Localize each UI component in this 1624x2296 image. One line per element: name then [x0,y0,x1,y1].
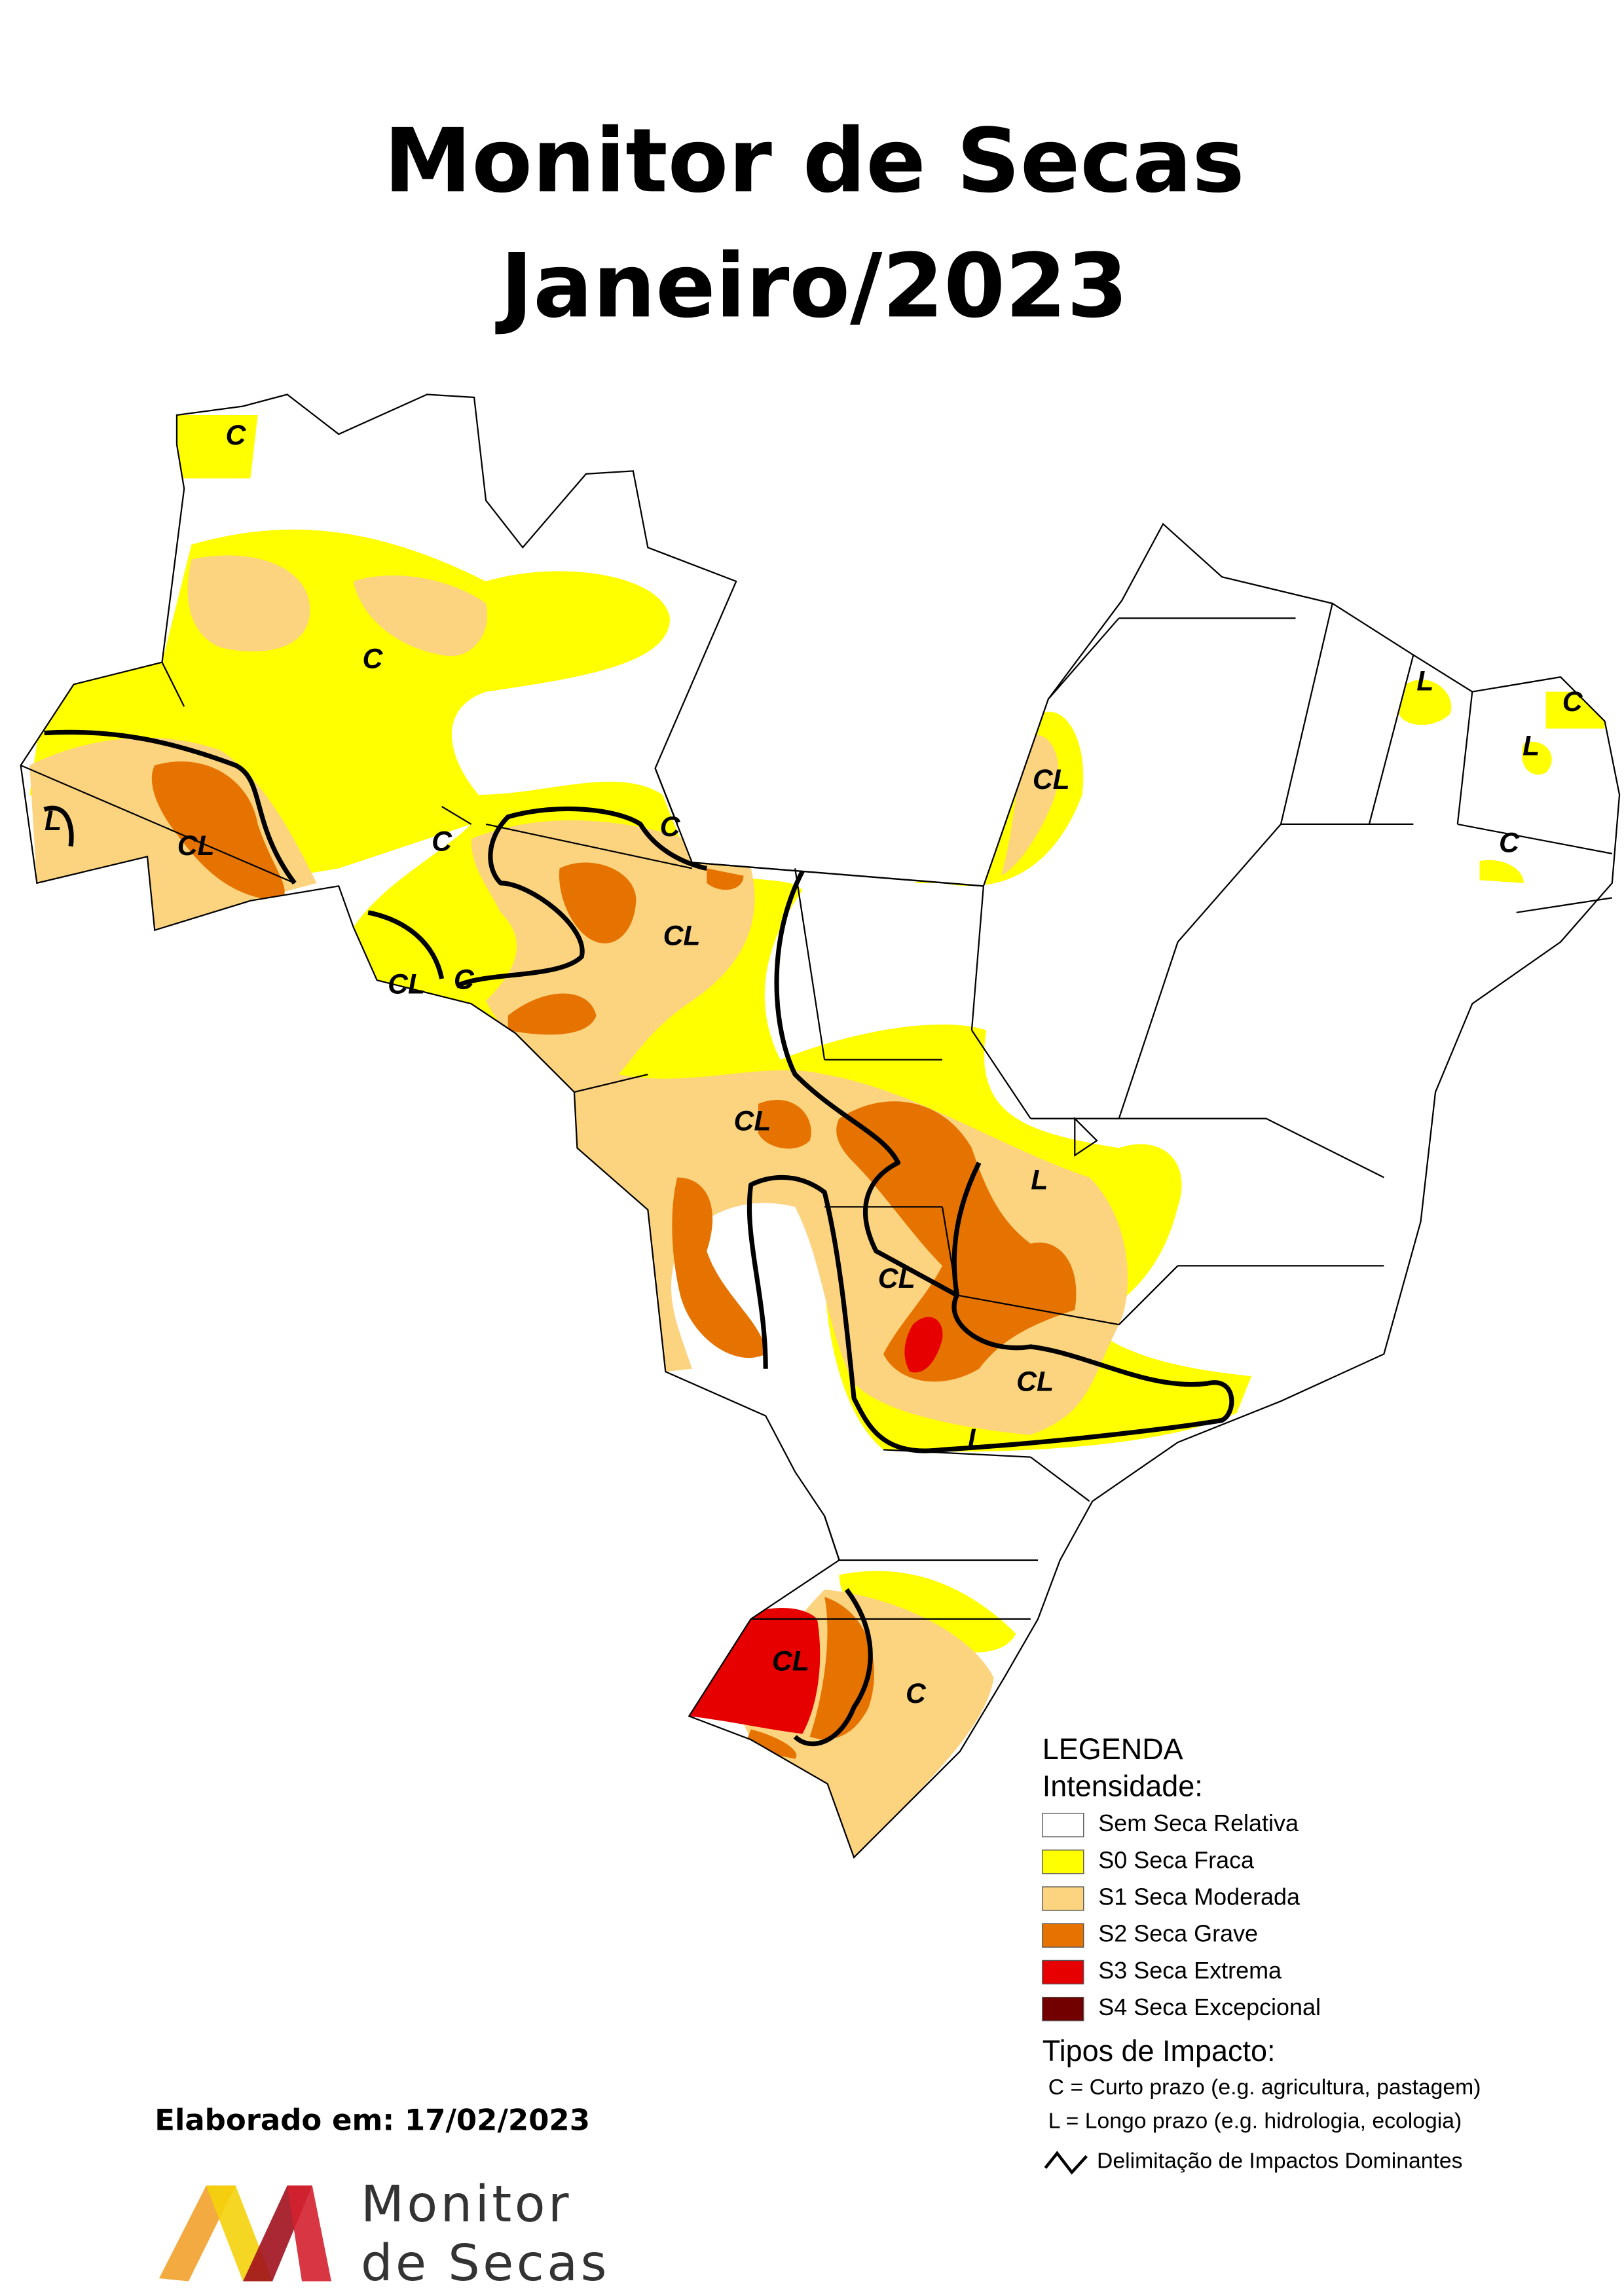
impact-label: CL [1033,764,1070,795]
drought-area [839,1571,1016,1652]
impact-entry: Delimitação de Impactos Dominantes [1097,2148,1462,2173]
legend-label: S2 Seca Grave [1098,1920,1258,1947]
impact-label: L [1031,1164,1048,1195]
impact-entry: L = Longo prazo (e.g. hidrologia, ecolog… [1048,2109,1462,2134]
impact-label: C [906,1678,927,1709]
logo-shape [287,2185,332,2282]
legend-swatch [1042,1850,1084,1874]
legend: LEGENDA Intensidade: Sem Seca Relativa S0… [1042,1732,1481,2175]
legend-title: LEGENDA [1043,1732,1183,1766]
impact-label: L [968,1423,985,1455]
drought-area [187,555,488,657]
impact-label: L [45,805,62,837]
title-line-1: Monitor de Secas [384,109,1245,212]
impact-label: CL [663,920,701,951]
state-borders [20,393,1621,1859]
drought-areas [29,414,1605,1858]
logo-text: Monitor [361,2176,572,2234]
impact-label: CL [878,1263,915,1294]
impact-label: L [1522,730,1540,761]
drought-area [151,761,285,901]
impact-label: L [1416,665,1433,697]
drought-area [1001,735,1059,876]
legend-label: S3 Seca Extrema [1098,1957,1282,1984]
legend-swatch [1042,1812,1084,1838]
impact-label: CL [772,1646,809,1677]
impact-label: CL [1016,1366,1054,1397]
legend-swatch [1042,1959,1084,1985]
impact-title: Tipos de Impacto: [1043,2034,1276,2068]
impact-entry: C = Curto prazo (e.g. agricultura, pasta… [1048,2075,1481,2100]
legend-label: S0 Seca Fraca [1098,1846,1254,1873]
drought-area [904,1317,943,1373]
drought-area [507,862,744,1035]
legend-label: Sem Seca Relativa [1098,1810,1299,1836]
legend-items: Sem Seca Relativa S0 Seca Fraca S1 Seca Mo… [1042,1810,1321,2022]
legend-label: S4 Seca Excepcional [1098,1994,1321,2020]
drought-area [689,1608,821,1734]
impact-label: C [660,811,681,843]
legend-subtitle: Intensidade: [1043,1769,1203,1802]
impact-label: C [1562,686,1583,718]
impact-label: CL [177,830,215,862]
legend-swatch [1042,1923,1084,1948]
impact-label: C [1499,828,1520,859]
impact-label: C [432,826,452,857]
impact-label: C [454,964,475,996]
impact-label: CL [733,1106,771,1137]
impact-lines [43,729,1234,1747]
logo-text: de Secas [361,2234,610,2293]
impact-label: CL [388,968,425,1000]
date: Elaborado em: 17/02/2023 [155,2103,590,2138]
title-line-2: Janeiro/2023 [495,234,1128,337]
legend-swatch [1042,1996,1084,2022]
drought-area [743,1597,874,1759]
impact-label: C [225,420,246,451]
impact-line-icon [1044,2151,1088,2175]
impact-label: C [363,644,384,675]
logo: Monitor de Secas [158,2176,610,2293]
legend-label: S1 Seca Moderada [1098,1884,1300,1910]
drought-area [176,414,258,479]
legend-swatch [1042,1886,1084,1911]
